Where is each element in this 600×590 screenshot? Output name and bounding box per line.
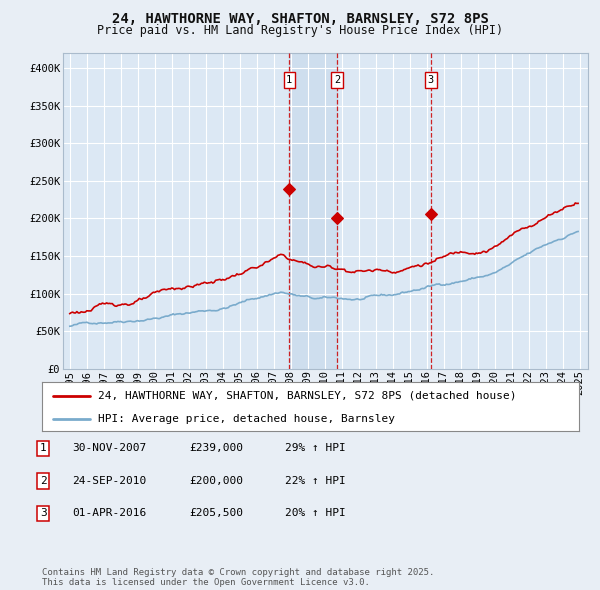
Text: £200,000: £200,000 (189, 476, 243, 486)
Text: 20% ↑ HPI: 20% ↑ HPI (285, 509, 346, 518)
Text: 3: 3 (428, 75, 434, 85)
Text: £239,000: £239,000 (189, 444, 243, 453)
Text: 1: 1 (40, 444, 47, 453)
Text: 3: 3 (40, 509, 47, 518)
Text: 24, HAWTHORNE WAY, SHAFTON, BARNSLEY, S72 8PS: 24, HAWTHORNE WAY, SHAFTON, BARNSLEY, S7… (112, 12, 488, 26)
Text: 1: 1 (286, 75, 292, 85)
Text: 22% ↑ HPI: 22% ↑ HPI (285, 476, 346, 486)
Point (332, 214, 342, 223)
Text: 30-NOV-2007: 30-NOV-2007 (72, 444, 146, 453)
Point (426, 209, 436, 219)
Text: Contains HM Land Registry data © Crown copyright and database right 2025.
This d: Contains HM Land Registry data © Crown c… (42, 568, 434, 587)
Text: £205,500: £205,500 (189, 509, 243, 518)
Bar (289, 53, 337, 369)
Text: 2: 2 (40, 476, 47, 486)
Text: 24-SEP-2010: 24-SEP-2010 (72, 476, 146, 486)
Point (284, 185, 294, 194)
Text: Price paid vs. HM Land Registry's House Price Index (HPI): Price paid vs. HM Land Registry's House … (97, 24, 503, 37)
Text: 29% ↑ HPI: 29% ↑ HPI (285, 444, 346, 453)
Text: 01-APR-2016: 01-APR-2016 (72, 509, 146, 518)
Text: 24, HAWTHORNE WAY, SHAFTON, BARNSLEY, S72 8PS (detached house): 24, HAWTHORNE WAY, SHAFTON, BARNSLEY, S7… (98, 391, 517, 401)
Text: HPI: Average price, detached house, Barnsley: HPI: Average price, detached house, Barn… (98, 414, 395, 424)
Text: 2: 2 (334, 75, 340, 85)
